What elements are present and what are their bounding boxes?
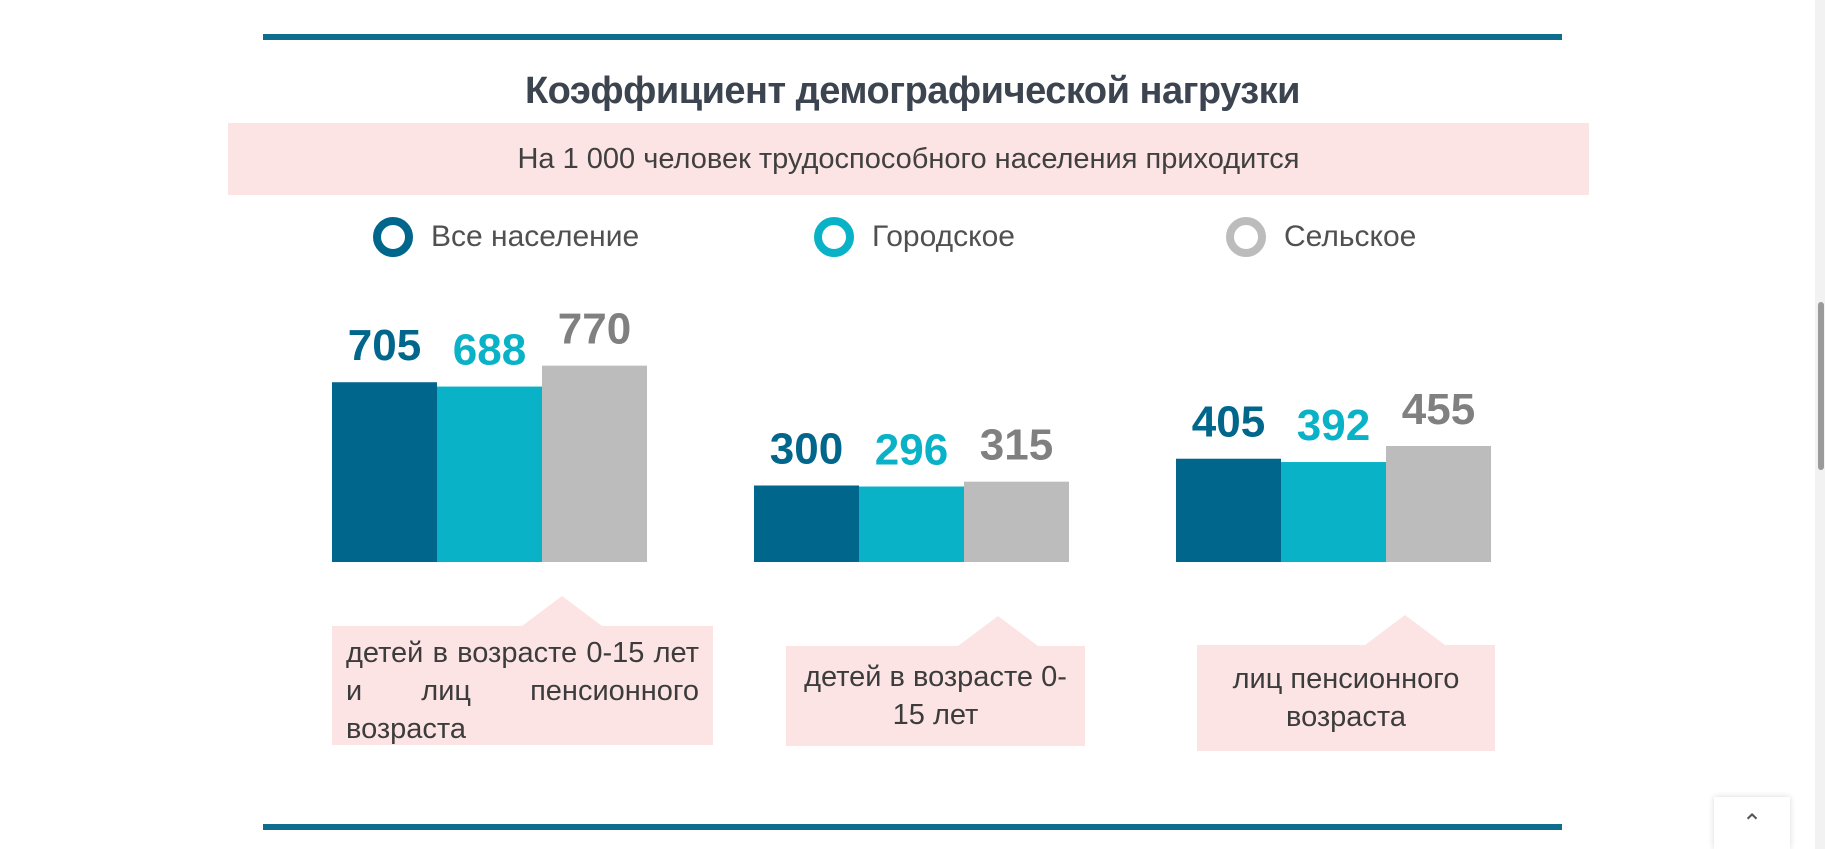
subtitle-text: На 1 000 человек трудоспособного населен…	[517, 142, 1300, 175]
value-label-urban-group-1: 688	[453, 326, 526, 375]
bottom-divider	[263, 824, 1562, 830]
category-label-children: детей в возрасте 0-15 лет	[804, 661, 1067, 731]
legend-label-urban: Городское	[872, 220, 1015, 253]
value-label-rural-group-2: 315	[980, 421, 1053, 470]
value-label-rural-group-3: 455	[1402, 385, 1475, 434]
value-label-all-group-2: 300	[770, 425, 843, 474]
top-divider	[263, 34, 1562, 40]
legend-marker-urban	[814, 217, 854, 257]
scroll-to-top-button[interactable]: ⌃	[1714, 797, 1790, 849]
bar-rural-group-1	[542, 365, 647, 562]
legend-label-rural: Сельское	[1284, 220, 1417, 253]
chevron-up-icon: ⌃	[1741, 809, 1763, 837]
bar-all-group-2	[754, 485, 859, 562]
legend-marker-all	[373, 217, 413, 257]
chart-title: Коэффициент демографической нагрузки	[524, 70, 1301, 112]
value-label-rural-group-1: 770	[558, 305, 631, 354]
bar-urban-group-3	[1281, 462, 1386, 562]
legend-item-urban: Городское	[814, 215, 1015, 259]
category-caption-children: детей в возрасте 0-15 лет	[786, 616, 1085, 746]
category-caption-total: детей в возрасте 0-15 лет и лиц пенсионн…	[332, 596, 713, 745]
category-label-total: детей в возрасте 0-15 лет и лиц пенсионн…	[346, 637, 699, 745]
scrollbar-thumb[interactable]	[1818, 302, 1824, 470]
bar-urban-group-2	[859, 486, 964, 562]
bar-all-group-3	[1176, 458, 1281, 562]
value-label-urban-group-3: 392	[1297, 401, 1370, 450]
value-label-all-group-1: 705	[348, 321, 421, 370]
legend-item-all: Все население	[373, 215, 639, 259]
bar-rural-group-3	[1386, 445, 1491, 562]
value-label-all-group-3: 405	[1192, 398, 1265, 447]
legend-marker-rural	[1226, 217, 1266, 257]
legend-label-all: Все население	[431, 220, 640, 253]
bar-all-group-1	[332, 382, 437, 562]
scrollbar[interactable]	[1815, 0, 1825, 849]
bar-urban-group-1	[437, 386, 542, 562]
value-label-urban-group-2: 296	[875, 426, 948, 475]
category-label-pensioners: лиц пенсионного возраста	[1232, 663, 1460, 733]
legend-item-rural: Сельское	[1226, 215, 1416, 259]
bar-rural-group-2	[964, 481, 1069, 562]
category-caption-pensioners: лиц пенсионного возраста	[1197, 615, 1495, 751]
subtitle-band: На 1 000 человек трудоспособного населен…	[228, 123, 1589, 195]
